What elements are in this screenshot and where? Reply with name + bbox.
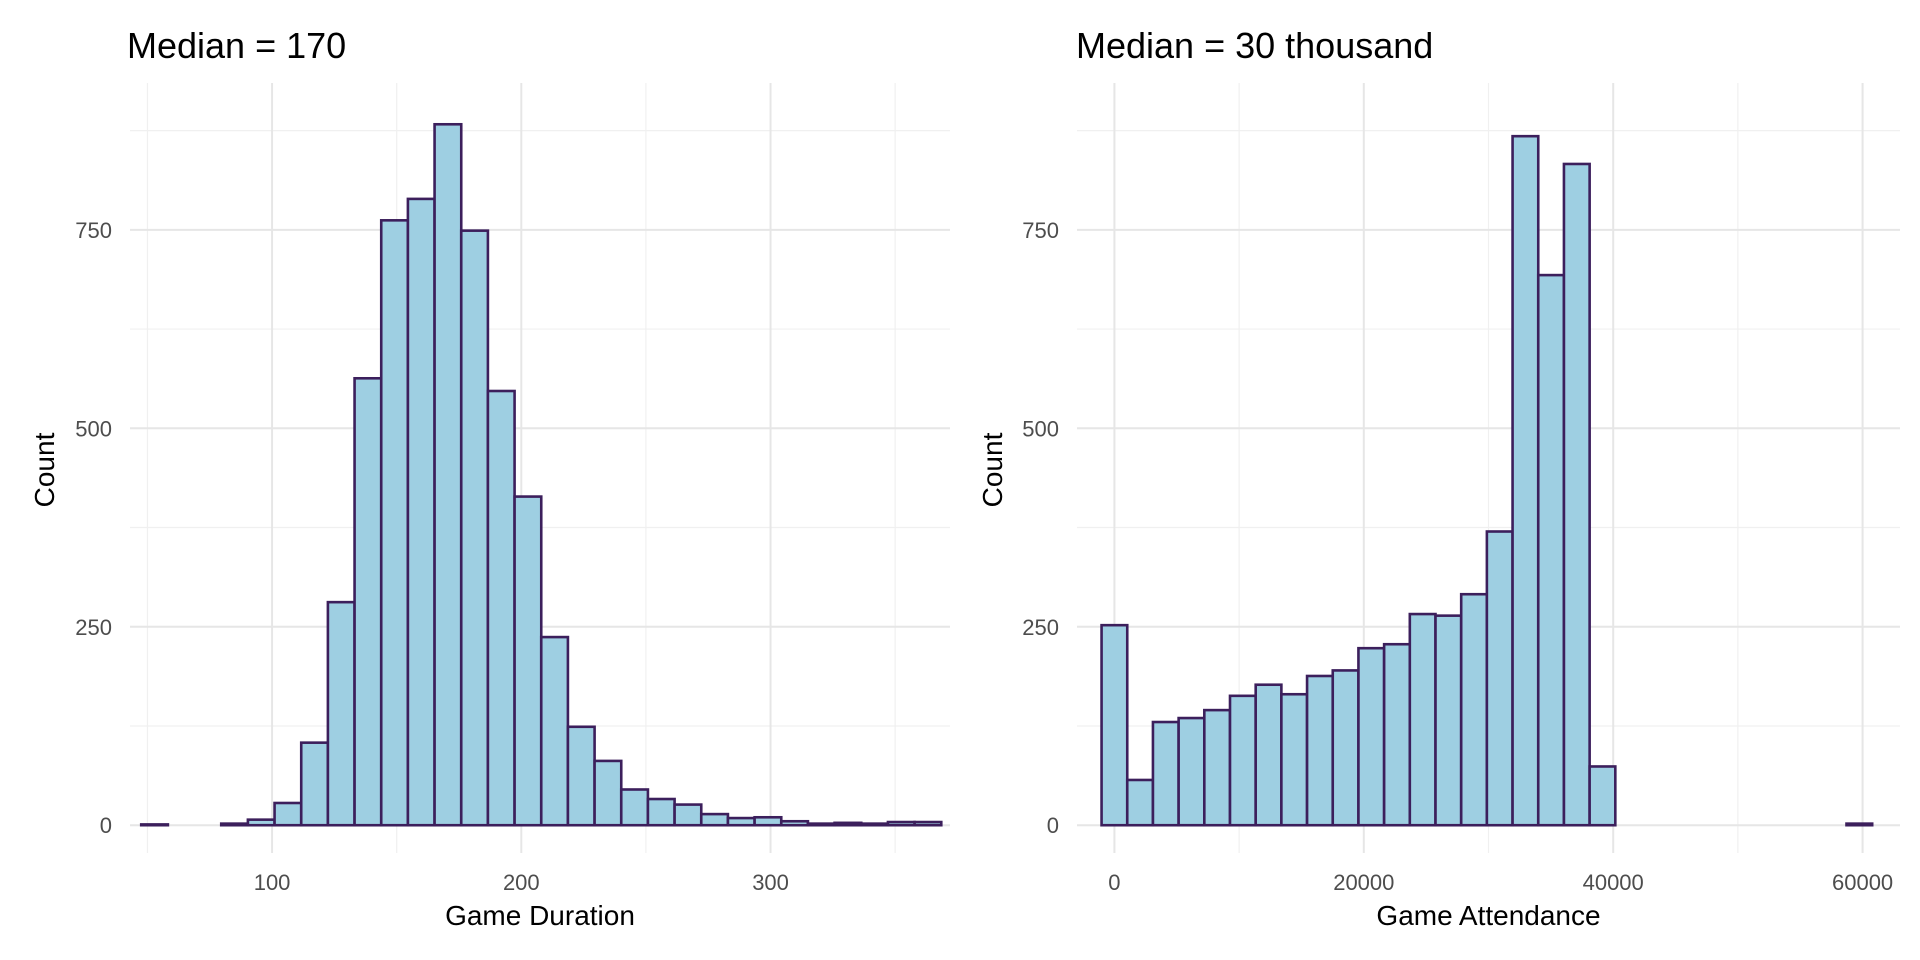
histogram-bar <box>1459 592 1489 827</box>
histogram-bar <box>1434 614 1463 827</box>
x-tick-label: 40000 <box>1583 870 1644 895</box>
x-tick-label: 100 <box>254 870 291 895</box>
histogram-bar <box>726 816 756 827</box>
histogram-bar <box>646 797 676 827</box>
histogram-bar <box>673 803 703 827</box>
y-tick-label: 250 <box>75 615 112 640</box>
histogram-bar <box>1357 646 1386 827</box>
histogram-bar <box>1536 273 1566 827</box>
histogram-bar <box>1254 683 1283 827</box>
y-tick-label: 0 <box>1047 813 1059 838</box>
histogram-panel-2: 0 250 500 750 0 20000 40000 60000 Game Attendanc… <box>977 25 1900 931</box>
histogram-bar <box>1305 674 1335 827</box>
histogram-bar <box>353 376 383 827</box>
y-tick-label: 250 <box>1022 615 1059 640</box>
histogram-bar <box>273 801 303 827</box>
panel-title: Median = 170 <box>127 25 346 66</box>
histogram-bar <box>326 600 356 827</box>
histogram-bar <box>1382 642 1412 827</box>
histogram-bar <box>833 821 863 827</box>
histogram-bar <box>1125 778 1155 827</box>
histogram-bar <box>859 822 890 827</box>
y-axis-title: Count <box>977 432 1008 507</box>
y-tick-label: 750 <box>75 218 112 243</box>
histogram-bar <box>1408 612 1437 827</box>
y-tick-label: 0 <box>100 813 112 838</box>
histogram-bar <box>593 759 623 827</box>
histogram-bar <box>406 197 436 827</box>
histogram-bar <box>1280 692 1309 827</box>
histogram-bar <box>1845 822 1874 827</box>
x-tick-label: 60000 <box>1832 870 1893 895</box>
x-axis-title: Game Duration <box>445 900 635 931</box>
histogram-bar <box>913 820 943 827</box>
histogram-bar <box>1331 669 1360 827</box>
x-axis-title: Game Attendance <box>1376 900 1600 931</box>
y-axis-title: Count <box>29 432 60 507</box>
x-tick-label: 300 <box>752 870 789 895</box>
y-tick-label: 500 <box>1022 416 1059 441</box>
histogram-bar <box>699 812 730 827</box>
histogram-bar <box>1203 708 1232 827</box>
histogram-bar <box>246 818 276 827</box>
histogram-bar <box>1562 162 1591 827</box>
histogram-bar <box>219 822 250 827</box>
histogram-bar <box>753 815 783 827</box>
histogram-bar <box>379 219 410 827</box>
histogram-bar <box>1177 716 1206 827</box>
histogram-bar <box>1100 623 1129 827</box>
histogram-bar <box>433 122 463 827</box>
x-tick-label: 0 <box>1108 870 1120 895</box>
histogram-bar <box>486 389 516 827</box>
histogram-bar <box>1151 720 1180 827</box>
histogram-panel-1: 0 250 500 750 100 200 300 Game Duration Count Med… <box>29 25 950 931</box>
histogram-bar <box>539 635 570 827</box>
x-tick-label: 20000 <box>1333 870 1394 895</box>
histogram-bar <box>1511 134 1540 827</box>
y-tick-label: 750 <box>1022 218 1059 243</box>
histogram-bar <box>566 725 596 827</box>
histogram-bar <box>459 229 490 827</box>
histogram-bar <box>806 822 836 827</box>
histogram-bar <box>513 495 543 827</box>
panel-title: Median = 30 thousand <box>1076 25 1433 66</box>
histogram-bar <box>299 741 330 827</box>
histogram-bar <box>886 820 916 827</box>
histogram-bar <box>779 819 810 827</box>
x-tick-label: 200 <box>503 870 540 895</box>
histogram-bar <box>1228 694 1257 827</box>
histogram-bar <box>1485 530 1514 827</box>
histogram-bar <box>139 823 170 827</box>
histogram-bar <box>1588 765 1617 827</box>
histogram-bar <box>619 788 650 827</box>
y-tick-label: 500 <box>75 416 112 441</box>
